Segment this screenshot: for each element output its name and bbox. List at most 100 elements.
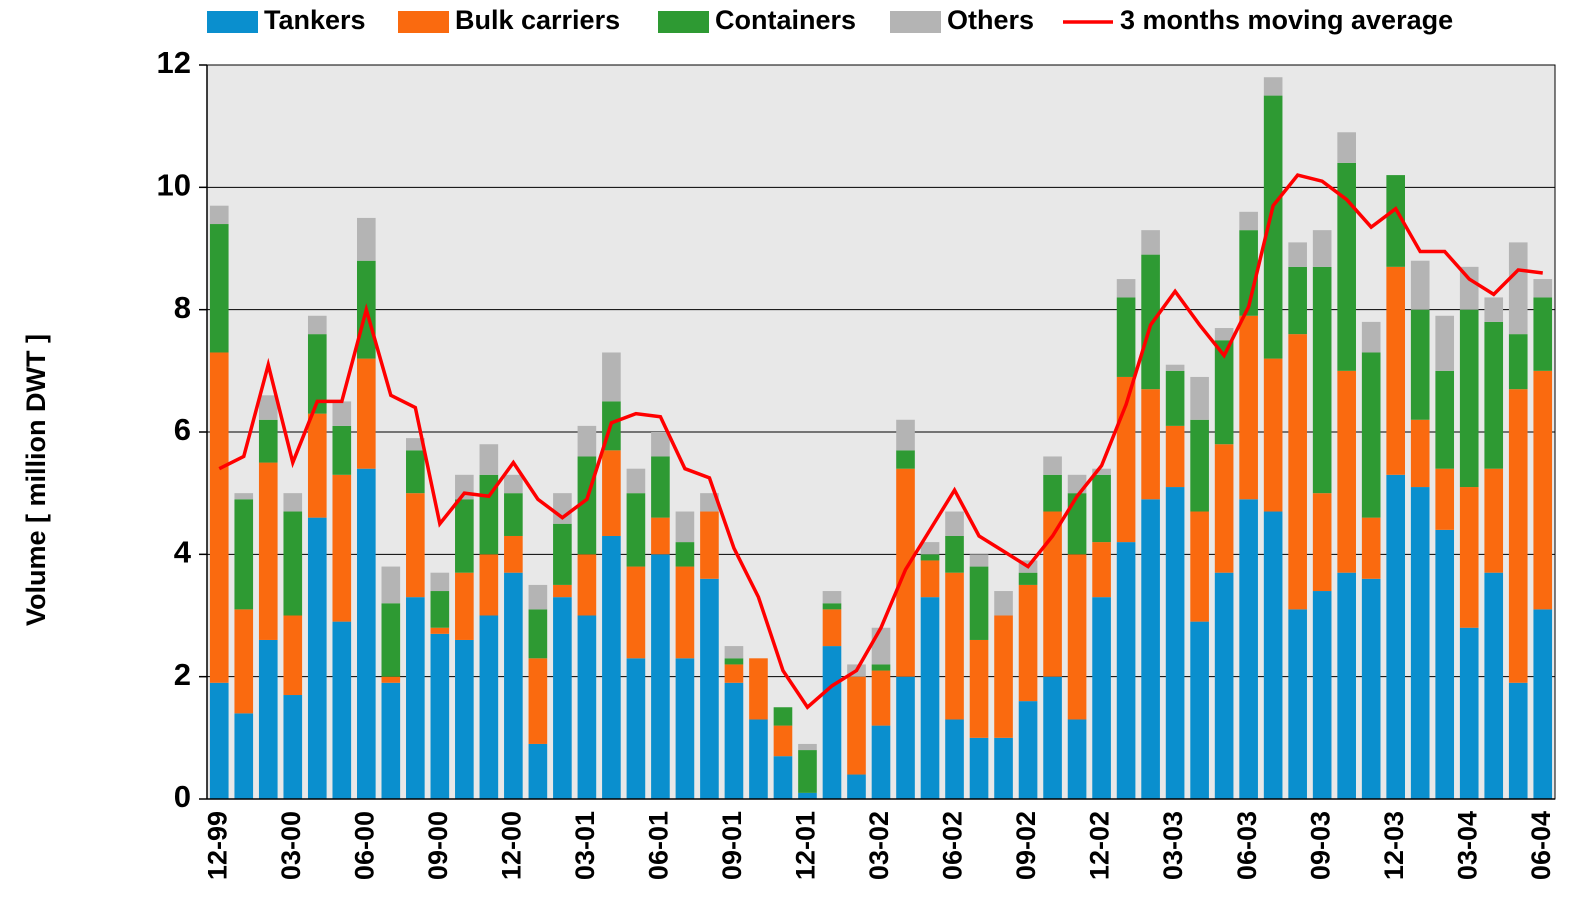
bar-segment: [847, 676, 866, 775]
bar-segment: [479, 615, 499, 799]
bar-segment: [1165, 487, 1185, 799]
bar-segment: [920, 542, 940, 555]
bar-segment: [1361, 352, 1381, 518]
bar-segment: [749, 719, 768, 799]
bar-segment: [700, 578, 719, 799]
bar-segment: [773, 707, 793, 726]
bar-segment: [381, 676, 401, 683]
bar-segment: [1459, 627, 1479, 799]
bar-segment: [871, 664, 891, 671]
bar-segment: [1459, 309, 1479, 488]
bar-segment: [724, 658, 744, 665]
bar-segment: [626, 493, 646, 567]
bar-segment: [1165, 370, 1185, 426]
bar-segment: [1043, 474, 1062, 512]
bar-segment: [1533, 609, 1553, 799]
bar-segment: [283, 615, 303, 696]
bar-segment: [1190, 621, 1209, 799]
x-tick-label: 03-03: [1158, 811, 1188, 880]
bar-segment: [528, 743, 548, 799]
bar-segment: [651, 432, 670, 457]
bar-segment: [700, 493, 719, 512]
bar-segment: [1116, 542, 1136, 799]
bar-segment: [1312, 230, 1332, 267]
x-tick-label: 06-01: [644, 811, 674, 880]
bar-segment: [994, 591, 1013, 616]
bar-segment: [258, 639, 278, 799]
bar-segment: [1508, 242, 1528, 335]
bar-segment: [1190, 419, 1209, 512]
bar-segment: [1165, 425, 1185, 488]
bar-segment: [626, 468, 646, 494]
bar-segment: [234, 499, 254, 610]
bar-segment: [332, 425, 352, 475]
bar-segment: [651, 554, 670, 799]
bar-segment: [307, 517, 327, 799]
bar-segment: [896, 676, 915, 799]
bar-segment: [773, 756, 793, 799]
x-tick-label: 06-02: [938, 811, 968, 880]
bar-segment: [1141, 254, 1160, 390]
x-tick-label: 03-02: [864, 811, 894, 880]
bar-segment: [1239, 499, 1258, 799]
x-tick-label: 09-00: [423, 811, 453, 880]
bar-segment: [381, 566, 401, 604]
bar-segment: [1067, 554, 1087, 720]
bar-segment: [1141, 499, 1160, 799]
bar-segment: [1410, 419, 1430, 488]
x-tick-label: 03-04: [1452, 811, 1482, 880]
bar-segment: [1239, 211, 1258, 231]
bar-segment: [283, 511, 303, 616]
bar-segment: [675, 566, 695, 659]
x-tick-label: 06-00: [349, 811, 379, 880]
bar-segment: [994, 615, 1013, 738]
bar-segment: [1410, 487, 1430, 799]
legend-label: Tankers: [264, 5, 366, 35]
bar-segment: [1435, 529, 1455, 799]
bar-segment: [479, 444, 499, 475]
bar-segment: [381, 682, 401, 799]
bar-segment: [1263, 77, 1283, 96]
bar-segment: [994, 737, 1013, 799]
bar-segment: [602, 352, 621, 402]
bar-segment: [602, 450, 621, 536]
bar-segment: [504, 572, 523, 799]
bar-segment: [920, 560, 940, 598]
bar-segment: [626, 658, 646, 799]
x-tick-label: 06-03: [1232, 811, 1262, 880]
bar-segment: [1116, 279, 1136, 298]
bar-segment: [1288, 266, 1307, 335]
bar-segment: [969, 737, 989, 799]
bar-segment: [1288, 609, 1307, 799]
bar-segment: [1067, 719, 1087, 799]
bar-segment: [798, 750, 817, 793]
bar-segment: [969, 639, 989, 738]
bar-segment: [1410, 309, 1430, 420]
x-tick-label: 12-01: [791, 811, 821, 880]
bar-segment: [234, 493, 254, 500]
bar-segment: [1361, 517, 1381, 579]
bar-segment: [1214, 572, 1234, 799]
bar-segment: [455, 639, 474, 799]
bar-segment: [1533, 279, 1553, 298]
bar-segment: [896, 419, 915, 451]
bar-segment: [1214, 328, 1234, 341]
bar-segment: [1312, 591, 1332, 799]
bar-segment: [1459, 487, 1479, 628]
bar-segment: [1337, 370, 1356, 573]
bar-segment: [1533, 297, 1553, 371]
x-tick-label: 03-00: [276, 811, 306, 880]
bar-segment: [945, 511, 964, 536]
y-tick-label: 4: [174, 535, 192, 570]
bar-segment: [356, 217, 376, 261]
bar-segment: [651, 456, 670, 518]
bar-segment: [1043, 511, 1062, 677]
bar-segment: [332, 401, 352, 426]
bar-segment: [1190, 376, 1209, 420]
bar-segment: [871, 627, 891, 665]
bar-segment: [356, 358, 376, 469]
bar-segment: [1018, 584, 1038, 702]
x-tick-label: 06-04: [1526, 811, 1556, 880]
bar-segment: [1141, 230, 1160, 255]
